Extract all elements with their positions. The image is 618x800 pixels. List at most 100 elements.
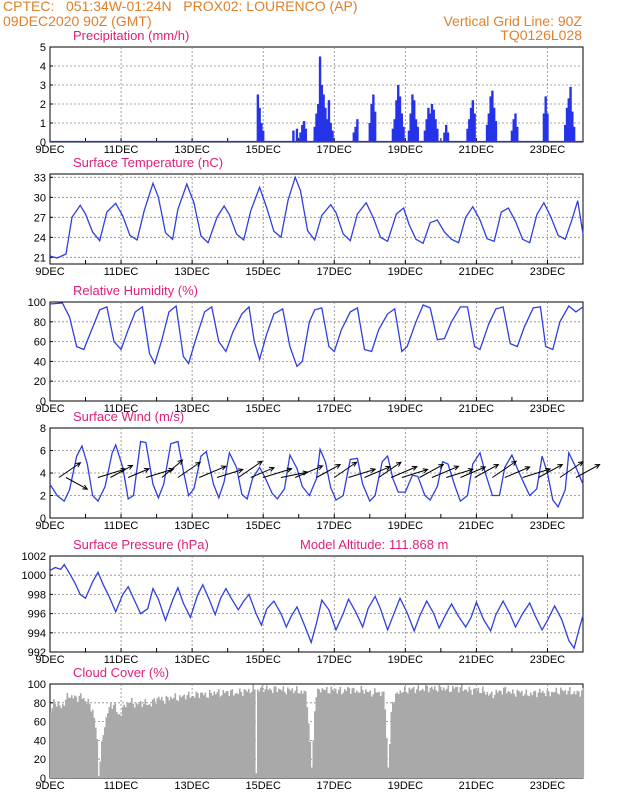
cloud-bar — [317, 688, 319, 778]
cloud-bar — [138, 703, 141, 778]
wind-arrow — [390, 466, 418, 478]
precip-bar — [258, 107, 261, 142]
cloud-bar — [332, 689, 334, 778]
x-tick-label: 21DEC — [459, 403, 495, 415]
cloud-bar — [171, 698, 174, 778]
precip-bar — [391, 128, 395, 142]
cloud-bar — [459, 687, 462, 778]
precip-bar — [331, 130, 334, 142]
cloud-bar — [407, 693, 409, 778]
cloud-bar — [404, 686, 406, 778]
y-tick-label: 8 — [40, 423, 46, 435]
cloud-bar — [161, 696, 163, 778]
precip-bar — [318, 56, 322, 142]
cloud-bar — [219, 696, 222, 778]
wind-arrow-head — [268, 466, 276, 472]
cloud-bar — [63, 705, 66, 778]
cloud-bar — [438, 684, 441, 778]
cloud-bar — [326, 686, 328, 778]
x-tick-label: 11DEC — [104, 654, 139, 666]
cloud-bar — [378, 691, 381, 778]
wind-arrow — [280, 471, 308, 478]
cloud-bar — [248, 688, 250, 778]
cloud-bar — [458, 692, 460, 778]
cloud-bar — [227, 691, 229, 778]
cloud-bar — [221, 695, 223, 778]
x-tick-label: 19DEC — [388, 403, 424, 415]
wind-arrow-head — [395, 461, 402, 467]
wind-arrow — [460, 466, 486, 478]
precip-bar — [489, 96, 492, 142]
wind-arrow-head — [335, 464, 342, 469]
panel-frame — [49, 173, 584, 265]
cloud-bar — [506, 693, 508, 778]
y-tick-label: 80 — [34, 698, 46, 710]
cloud-bar — [143, 704, 145, 778]
cloud-bar — [144, 699, 147, 778]
cloud-bar — [254, 689, 256, 778]
cloud-bar — [74, 695, 76, 778]
cloud-bar — [96, 739, 99, 778]
cloud-bar — [543, 692, 546, 778]
cloud-bar — [465, 689, 468, 778]
panel-3 — [49, 301, 584, 402]
precip-bar — [416, 126, 419, 142]
cloud-bar — [533, 691, 535, 778]
cloud-bar — [536, 697, 538, 778]
precip-bar — [569, 86, 572, 142]
precip-bar — [324, 107, 327, 142]
cloud-bar — [329, 693, 331, 778]
precip-bar — [510, 130, 514, 142]
wind-arrow — [364, 466, 391, 478]
cloud-bar — [471, 694, 474, 778]
cloud-bar — [273, 686, 276, 778]
cloud-bar — [416, 689, 418, 778]
wind-arrow-head — [480, 466, 487, 472]
cloud-bar — [197, 692, 199, 778]
cloud-bar — [579, 696, 582, 778]
x-tick-label: 13DEC — [174, 144, 210, 156]
wind-arrow — [145, 468, 174, 478]
x-tick-label: 15DEC — [245, 403, 281, 415]
precip-bar — [317, 104, 320, 142]
cloud-bar — [431, 686, 433, 778]
wind-arrow-head — [351, 461, 358, 467]
cloud-bar — [531, 695, 534, 778]
precip-bar — [322, 94, 325, 142]
cloud-bar — [83, 697, 85, 778]
cloud-bar — [300, 690, 303, 778]
cloud-bar — [297, 693, 300, 778]
y-tick-label: 100 — [28, 679, 46, 691]
cloud-bar — [335, 688, 337, 778]
y-tick-label: 0 — [40, 396, 46, 408]
y-tick-label: 1 — [40, 118, 46, 130]
cloud-bar — [548, 691, 550, 778]
cloud-bar — [168, 700, 171, 778]
x-tick-label: 13DEC — [174, 654, 210, 666]
cloud-bar — [405, 691, 408, 778]
cloud-bar — [311, 767, 313, 778]
cloud-bar — [314, 711, 316, 778]
cloud-bar — [381, 691, 384, 778]
precip-bar — [407, 130, 411, 142]
precip-bar — [516, 126, 519, 142]
wind-arrow-head — [594, 464, 601, 469]
wind-arrow-head — [195, 461, 202, 467]
cloud-bar — [486, 692, 489, 778]
precip-bar — [393, 119, 396, 142]
cloud-bar — [545, 696, 547, 778]
cloud-bar — [80, 693, 82, 778]
x-tick-label: 21DEC — [459, 780, 495, 792]
wind-arrow-head — [286, 467, 293, 473]
panel-title: Surface Temperature (nC) — [73, 155, 223, 170]
wind-arrow — [58, 462, 81, 478]
cloud-bar — [179, 695, 181, 778]
cloud-bar — [195, 691, 198, 778]
cloud-bar — [573, 691, 576, 778]
cloud-bar — [165, 695, 168, 778]
cloud-bar — [140, 701, 142, 778]
wind-arrow-head — [177, 459, 184, 465]
cloud-bar — [180, 697, 183, 778]
cloud-bar — [453, 688, 456, 778]
x-tick-label: 17DEC — [317, 403, 353, 415]
